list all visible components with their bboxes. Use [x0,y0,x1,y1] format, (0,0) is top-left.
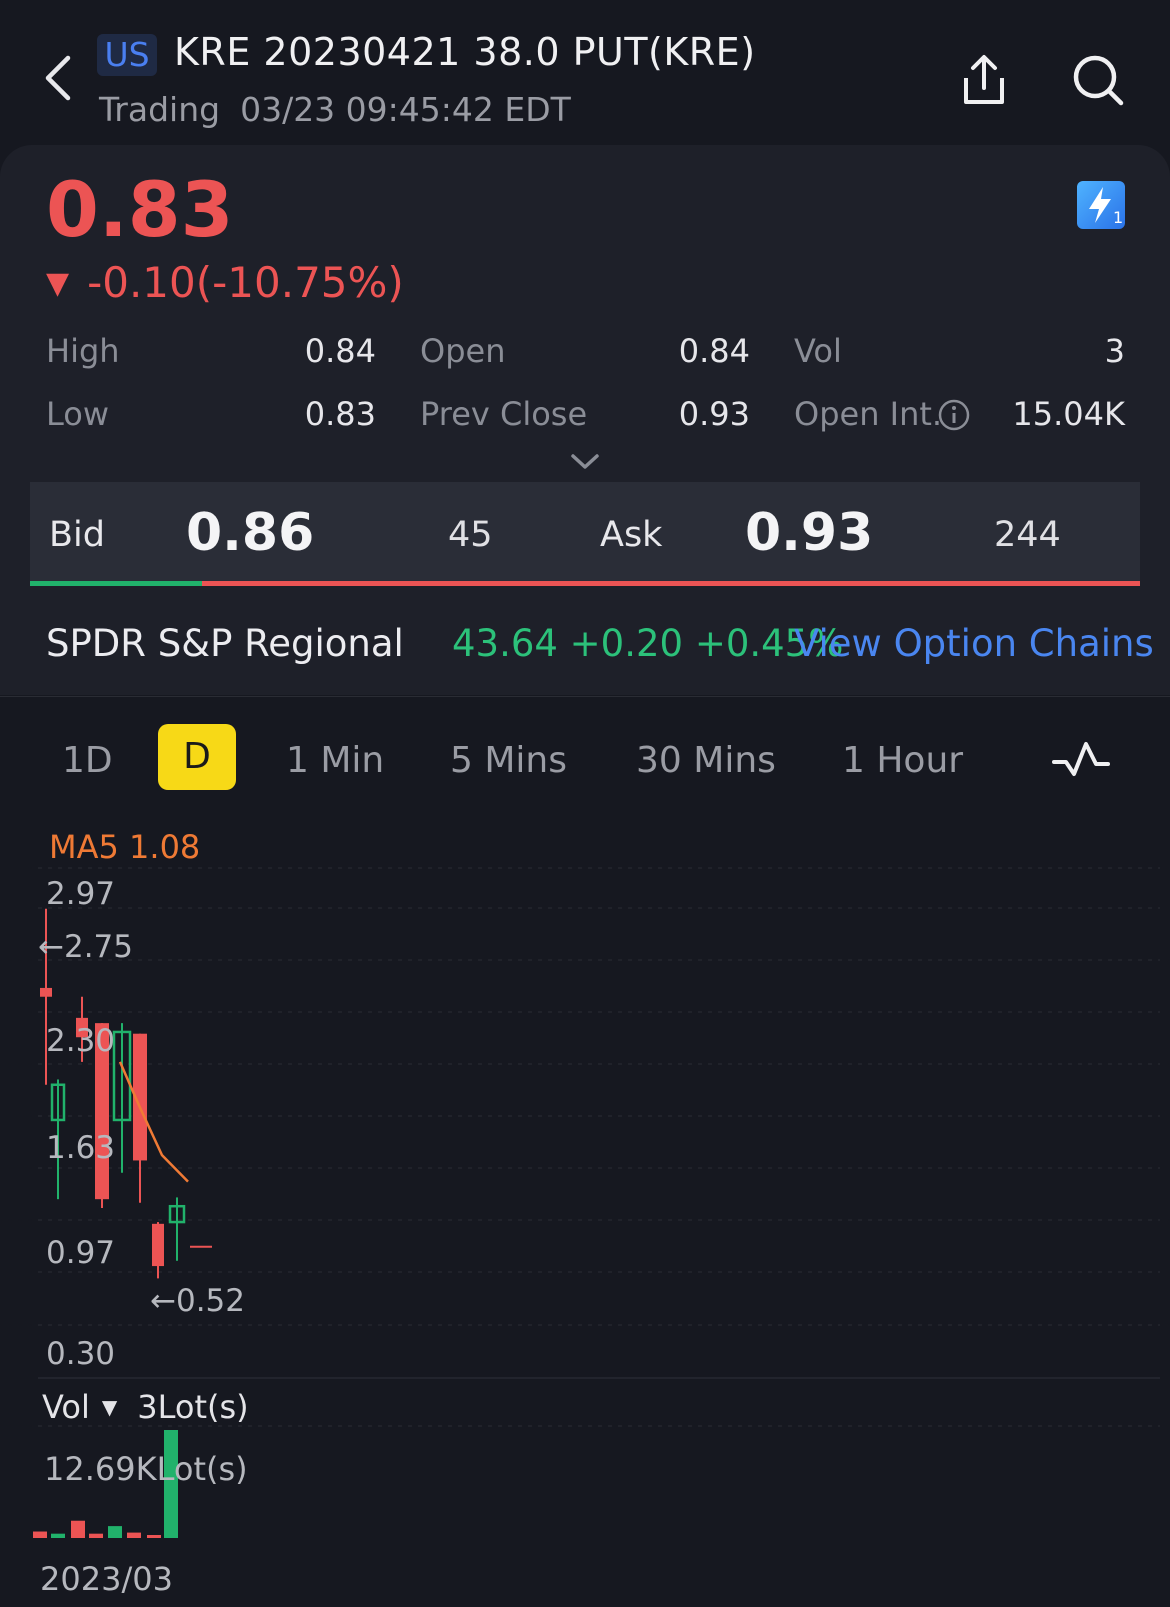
quote-card [0,145,1170,695]
volume-bar [33,1531,47,1538]
open-int-value: 15.04K [1012,395,1125,433]
candle-body [76,1017,88,1038]
share-icon[interactable] [956,50,1012,110]
volume-bar [51,1533,65,1538]
ask-size: 244 [994,515,1061,555]
candle-body [112,1030,132,1122]
price-change: ▼ -0.10(-10.75%) [46,258,404,307]
prev-close-value: 0.93 [678,395,750,433]
high-marker: ←2.75 [38,929,133,965]
open-label: Open [420,332,506,370]
high-label: High [46,332,120,370]
candle-body [152,1223,164,1267]
date-axis-label: 2023/03 [40,1560,173,1598]
down-triangle-icon: ▼ [46,266,70,301]
divider [0,696,1170,697]
indicator-icon[interactable] [1050,738,1112,780]
prev-close-label: Prev Close [420,395,588,433]
volume-bar [71,1520,85,1538]
volume-bar [147,1535,161,1538]
high-value: 0.84 [304,332,376,370]
open-value: 0.84 [678,332,750,370]
candlestick-chart[interactable] [0,860,1170,1580]
last-price: 0.83 [46,165,234,254]
low-value: 0.83 [304,395,376,433]
chevron-down-icon[interactable] [568,450,602,474]
candle-body [133,1033,147,1161]
back-arrow-icon[interactable] [38,52,82,104]
flash-trade-icon[interactable]: 1 [1077,181,1125,229]
y-tick-label: 0.30 [46,1336,116,1372]
y-tick-label: 1.63 [46,1130,116,1166]
open-int-label: Open Int. [794,395,942,433]
ask-price: 0.93 [745,503,874,563]
candle-body [50,1083,66,1122]
candle-body [95,1023,109,1200]
y-tick-label: 0.97 [46,1235,116,1271]
svg-text:1: 1 [1113,208,1123,227]
ma5-line [118,1061,189,1183]
volume-bar [89,1533,103,1538]
market-badge: US [97,34,157,76]
tab-1-hour[interactable]: 1 Hour [842,740,964,781]
volume-bar [127,1532,141,1538]
tab-1d[interactable]: 1D [62,740,113,781]
bid-label: Bid [49,515,105,555]
tab-5-mins[interactable]: 5 Mins [450,740,567,781]
underlying-name[interactable]: SPDR S&P Regional E [46,622,418,665]
low-marker: ←0.52 [150,1283,245,1319]
header [0,0,1170,145]
tab-30-mins[interactable]: 30 Mins [636,740,776,781]
ask-label: Ask [600,515,663,555]
vol-stat-label: Vol [794,332,842,370]
candle-body [168,1204,186,1224]
contract-title: KRE 20230421 38.0 PUT(KRE) [174,30,756,74]
search-icon[interactable] [1070,52,1126,108]
bid-ratio-bar [30,581,202,586]
view-option-chains-link[interactable]: View Option Chains [794,622,1154,665]
status-text: Trading [99,90,221,129]
caret-down-icon: ▼ [101,1395,118,1419]
tab-1-min[interactable]: 1 Min [286,740,385,781]
vol-label: Vol [42,1388,90,1426]
ma5-label: MA5 1.08 [49,828,201,866]
volume-max-label: 12.69KLot(s) [44,1450,248,1488]
low-label: Low [46,395,110,433]
volume-bar [164,1430,178,1538]
bid-price: 0.86 [186,503,315,563]
volume-selector[interactable]: Vol ▼ 3Lot(s) [42,1388,249,1426]
y-tick-label: 2.30 [46,1023,116,1059]
ask-ratio-bar [202,581,1140,586]
tab-daily[interactable]: D [158,724,236,790]
candle-body [40,987,52,997]
vol-value: 3Lot(s) [137,1388,249,1426]
y-tick-label: 2.97 [46,876,116,912]
open-int-text: Open Int. [794,395,943,433]
info-icon[interactable] [937,398,971,432]
trading-status: Trading 03/23 09:45:42 EDT [99,90,571,129]
timestamp: 03/23 09:45:42 EDT [240,90,571,129]
change-text: -0.10(-10.75%) [87,258,404,307]
bid-ask-panel [30,482,1140,585]
bid-size: 45 [448,515,493,555]
volume-bar [108,1526,122,1538]
underlying-quote: 43.64 +0.20 +0.45% [452,622,844,665]
vol-stat-value: 3 [1104,332,1125,370]
